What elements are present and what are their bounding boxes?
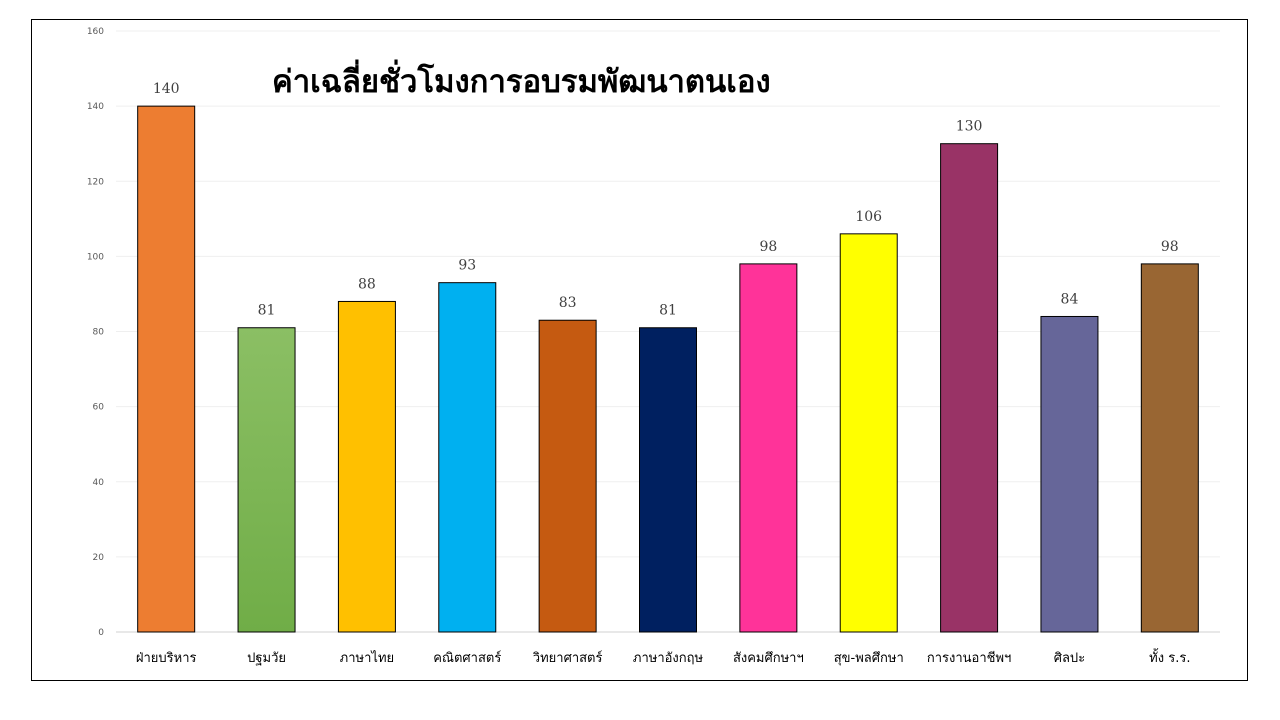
bar bbox=[739, 263, 798, 633]
data-label: 81 bbox=[258, 303, 276, 319]
chart-frame: 0 20 40 60 80 100 120 140 160 140 81 88 93 83 81 98 106… bbox=[31, 19, 1248, 681]
category-label: สุข-พลศึกษา bbox=[834, 651, 904, 666]
data-label: 130 bbox=[956, 119, 983, 135]
data-label: 88 bbox=[358, 276, 376, 292]
y-tick-label: 40 bbox=[93, 478, 105, 488]
bar bbox=[137, 105, 196, 633]
y-axis-ticks: 0 20 40 60 80 100 120 140 160 bbox=[87, 27, 104, 638]
category-label: ภาษาอังกฤษ bbox=[633, 651, 704, 666]
y-tick-label: 60 bbox=[93, 403, 105, 413]
bar bbox=[1140, 263, 1199, 633]
y-tick-label: 20 bbox=[93, 553, 105, 563]
bar-chart: 0 20 40 60 80 100 120 140 160 140 81 88 93 83 81 98 106… bbox=[87, 27, 1220, 666]
bar bbox=[538, 319, 597, 633]
bar bbox=[639, 327, 697, 633]
data-label: 140 bbox=[153, 81, 180, 97]
data-label: 98 bbox=[1161, 239, 1179, 255]
chart-title: ค่าเฉลี่ยชั่วโมงการอบรมพัฒนาตนเอง bbox=[272, 59, 771, 100]
data-labels: 140 81 88 93 83 81 98 106 130 84 98 bbox=[153, 81, 1179, 319]
category-label: ฝ่ายบริหาร bbox=[136, 651, 197, 666]
y-tick-label: 160 bbox=[87, 27, 104, 37]
bar bbox=[940, 143, 999, 633]
category-label: สังคมศึกษาฯ bbox=[733, 651, 804, 666]
y-tick-label: 0 bbox=[98, 628, 104, 638]
data-label: 83 bbox=[559, 295, 577, 311]
bar bbox=[438, 282, 497, 633]
category-label: ศิลปะ bbox=[1054, 651, 1085, 666]
data-label: 84 bbox=[1061, 291, 1079, 307]
category-label: ภาษาไทย bbox=[340, 650, 394, 666]
data-label: 98 bbox=[759, 239, 777, 255]
x-axis-categories: ฝ่ายบริหาร ปฐมวัย ภาษาไทย คณิตศาสตร์ วิทยาศา… bbox=[136, 648, 1191, 666]
category-label: คณิตศาสตร์ bbox=[433, 650, 501, 666]
y-tick-label: 140 bbox=[87, 102, 104, 112]
y-tick-label: 80 bbox=[93, 328, 105, 338]
category-label: วิทยาศาสตร์ bbox=[532, 650, 602, 666]
y-tick-label: 100 bbox=[87, 252, 104, 262]
bars bbox=[137, 105, 1199, 633]
data-label: 93 bbox=[458, 258, 476, 274]
category-label: การงานอาชีพฯ bbox=[927, 650, 1012, 666]
bar bbox=[237, 327, 296, 633]
y-tick-label: 120 bbox=[87, 177, 104, 187]
category-label: ทั้ง ร.ร. bbox=[1149, 648, 1190, 666]
data-label: 106 bbox=[855, 209, 882, 225]
bar bbox=[839, 233, 898, 633]
data-label: 81 bbox=[659, 303, 677, 319]
bar bbox=[337, 300, 396, 633]
bar bbox=[1040, 315, 1099, 633]
category-label: ปฐมวัย bbox=[247, 651, 286, 666]
